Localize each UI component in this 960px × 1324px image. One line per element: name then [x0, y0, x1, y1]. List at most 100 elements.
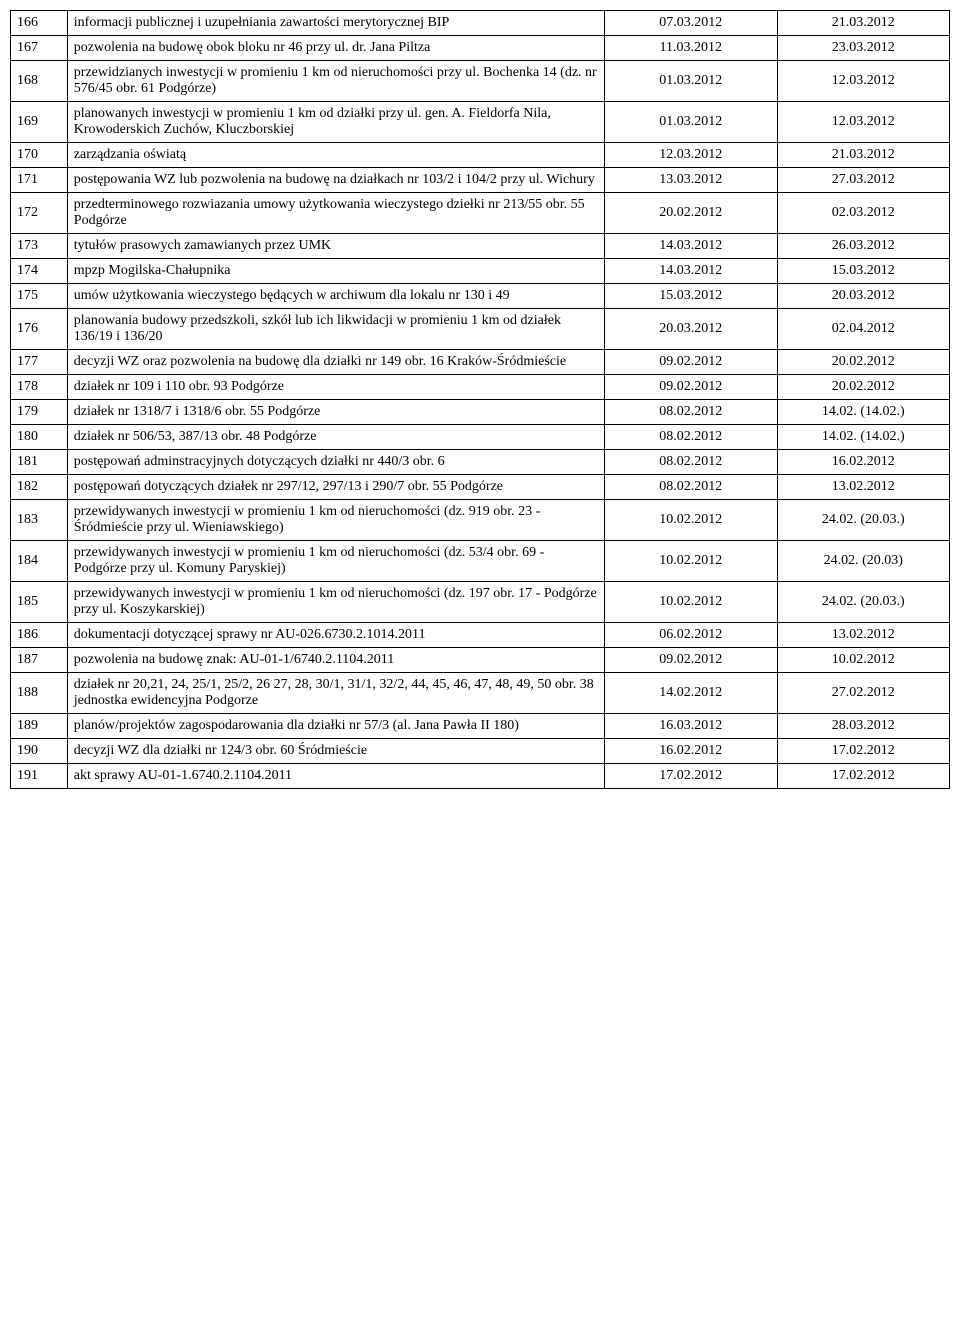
row-description: działek nr 1318/7 i 1318/6 obr. 55 Podgó…: [67, 400, 604, 425]
row-description: zarządzania oświatą: [67, 143, 604, 168]
row-date-start: 07.03.2012: [605, 11, 777, 36]
row-date-end: 23.03.2012: [777, 36, 950, 61]
table-row: 173tytułów prasowych zamawianych przez U…: [11, 234, 950, 259]
row-description: pozwolenia na budowę znak: AU-01-1/6740.…: [67, 648, 604, 673]
row-number: 169: [11, 102, 68, 143]
row-date-start: 08.02.2012: [605, 400, 777, 425]
row-description: postępowań adminstracyjnych dotyczących …: [67, 450, 604, 475]
table-row: 184przewidywanych inwestycji w promieniu…: [11, 541, 950, 582]
row-number: 172: [11, 193, 68, 234]
row-number: 187: [11, 648, 68, 673]
row-date-end: 27.03.2012: [777, 168, 950, 193]
table-row: 189planów/projektów zagospodarowania dla…: [11, 714, 950, 739]
row-description: decyzji WZ oraz pozwolenia na budowę dla…: [67, 350, 604, 375]
table-row: 174mpzp Mogilska-Chałupnika14.03.201215.…: [11, 259, 950, 284]
row-number: 181: [11, 450, 68, 475]
row-number: 179: [11, 400, 68, 425]
row-date-start: 14.02.2012: [605, 673, 777, 714]
table-row: 177decyzji WZ oraz pozwolenia na budowę …: [11, 350, 950, 375]
row-date-end: 27.02.2012: [777, 673, 950, 714]
table-row: 171postępowania WZ lub pozwolenia na bud…: [11, 168, 950, 193]
row-number: 170: [11, 143, 68, 168]
row-date-start: 08.02.2012: [605, 475, 777, 500]
table-row: 188działek nr 20,21, 24, 25/1, 25/2, 26 …: [11, 673, 950, 714]
row-date-start: 06.02.2012: [605, 623, 777, 648]
row-date-start: 08.02.2012: [605, 425, 777, 450]
row-date-start: 01.03.2012: [605, 61, 777, 102]
row-date-start: 11.03.2012: [605, 36, 777, 61]
row-number: 183: [11, 500, 68, 541]
row-date-end: 12.03.2012: [777, 102, 950, 143]
table-row: 181postępowań adminstracyjnych dotyczący…: [11, 450, 950, 475]
row-date-start: 09.02.2012: [605, 350, 777, 375]
row-date-end: 24.02. (20.03.): [777, 582, 950, 623]
table-row: 175umów użytkowania wieczystego będących…: [11, 284, 950, 309]
row-date-end: 28.03.2012: [777, 714, 950, 739]
row-description: mpzp Mogilska-Chałupnika: [67, 259, 604, 284]
row-date-end: 13.02.2012: [777, 623, 950, 648]
table-row: 191akt sprawy AU-01-1.6740.2.1104.201117…: [11, 764, 950, 789]
table-row: 178działek nr 109 i 110 obr. 93 Podgórze…: [11, 375, 950, 400]
row-number: 189: [11, 714, 68, 739]
row-date-start: 13.03.2012: [605, 168, 777, 193]
table-row: 186dokumentacji dotyczącej sprawy nr AU-…: [11, 623, 950, 648]
row-date-end: 16.02.2012: [777, 450, 950, 475]
table-row: 187pozwolenia na budowę znak: AU-01-1/67…: [11, 648, 950, 673]
row-description: informacji publicznej i uzupełniania zaw…: [67, 11, 604, 36]
table-row: 179działek nr 1318/7 i 1318/6 obr. 55 Po…: [11, 400, 950, 425]
row-number: 176: [11, 309, 68, 350]
row-number: 182: [11, 475, 68, 500]
row-description: planowania budowy przedszkoli, szkół lub…: [67, 309, 604, 350]
row-description: przewidywanych inwestycji w promieniu 1 …: [67, 541, 604, 582]
row-date-start: 16.03.2012: [605, 714, 777, 739]
row-date-end: 15.03.2012: [777, 259, 950, 284]
row-date-start: 08.02.2012: [605, 450, 777, 475]
row-date-end: 20.02.2012: [777, 375, 950, 400]
row-description: przewidywanych inwestycji w promieniu 1 …: [67, 500, 604, 541]
table-row: 180działek nr 506/53, 387/13 obr. 48 Pod…: [11, 425, 950, 450]
row-date-start: 20.02.2012: [605, 193, 777, 234]
row-number: 168: [11, 61, 68, 102]
row-date-start: 16.02.2012: [605, 739, 777, 764]
table-row: 168przewidzianych inwestycji w promieniu…: [11, 61, 950, 102]
row-date-end: 14.02. (14.02.): [777, 400, 950, 425]
row-description: przewidywanych inwestycji w promieniu 1 …: [67, 582, 604, 623]
row-number: 180: [11, 425, 68, 450]
row-date-end: 14.02. (14.02.): [777, 425, 950, 450]
row-date-start: 20.03.2012: [605, 309, 777, 350]
row-description: postępowań dotyczących działek nr 297/12…: [67, 475, 604, 500]
row-date-end: 20.02.2012: [777, 350, 950, 375]
row-date-start: 15.03.2012: [605, 284, 777, 309]
row-number: 186: [11, 623, 68, 648]
row-date-start: 01.03.2012: [605, 102, 777, 143]
row-description: postępowania WZ lub pozwolenia na budowę…: [67, 168, 604, 193]
row-description: działek nr 506/53, 387/13 obr. 48 Podgór…: [67, 425, 604, 450]
row-number: 173: [11, 234, 68, 259]
row-number: 166: [11, 11, 68, 36]
row-description: przewidzianych inwestycji w promieniu 1 …: [67, 61, 604, 102]
table-row: 167pozwolenia na budowę obok bloku nr 46…: [11, 36, 950, 61]
table-row: 169planowanych inwestycji w promieniu 1 …: [11, 102, 950, 143]
table-row: 176planowania budowy przedszkoli, szkół …: [11, 309, 950, 350]
row-date-end: 02.03.2012: [777, 193, 950, 234]
row-date-start: 17.02.2012: [605, 764, 777, 789]
row-number: 177: [11, 350, 68, 375]
table-body: 166informacji publicznej i uzupełniania …: [11, 11, 950, 789]
row-date-end: 12.03.2012: [777, 61, 950, 102]
row-date-start: 09.02.2012: [605, 375, 777, 400]
row-date-start: 10.02.2012: [605, 541, 777, 582]
table-row: 166informacji publicznej i uzupełniania …: [11, 11, 950, 36]
row-number: 171: [11, 168, 68, 193]
row-description: umów użytkowania wieczystego będących w …: [67, 284, 604, 309]
table-row: 172przedterminowego rozwiazania umowy uż…: [11, 193, 950, 234]
row-date-start: 14.03.2012: [605, 259, 777, 284]
row-description: planowanych inwestycji w promieniu 1 km …: [67, 102, 604, 143]
row-date-end: 17.02.2012: [777, 739, 950, 764]
row-date-start: 12.03.2012: [605, 143, 777, 168]
row-description: działek nr 20,21, 24, 25/1, 25/2, 26 27,…: [67, 673, 604, 714]
table-row: 185przewidywanych inwestycji w promieniu…: [11, 582, 950, 623]
row-description: działek nr 109 i 110 obr. 93 Podgórze: [67, 375, 604, 400]
records-table: 166informacji publicznej i uzupełniania …: [10, 10, 950, 789]
row-description: planów/projektów zagospodarowania dla dz…: [67, 714, 604, 739]
row-number: 178: [11, 375, 68, 400]
